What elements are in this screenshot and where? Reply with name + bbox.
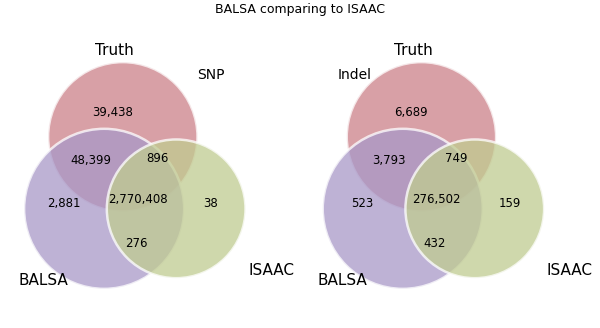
Text: ISAAC: ISAAC (547, 263, 593, 278)
Text: 6,689: 6,689 (394, 106, 428, 119)
Text: SNP: SNP (197, 69, 224, 82)
Text: 432: 432 (424, 237, 446, 250)
Text: 276,502: 276,502 (412, 193, 460, 206)
Text: 523: 523 (352, 197, 374, 210)
Circle shape (406, 139, 544, 278)
Circle shape (323, 129, 483, 289)
Text: 749: 749 (445, 152, 467, 165)
Text: 276: 276 (125, 237, 148, 250)
Text: 3,793: 3,793 (373, 154, 406, 167)
Text: 2,770,408: 2,770,408 (107, 193, 167, 206)
Text: 2,881: 2,881 (47, 197, 81, 210)
Text: 159: 159 (498, 197, 521, 210)
Circle shape (48, 62, 197, 212)
Text: 39,438: 39,438 (92, 106, 133, 119)
Text: Indel: Indel (338, 69, 372, 82)
Text: Truth: Truth (95, 43, 134, 58)
Text: ISAAC: ISAAC (248, 263, 294, 278)
Text: BALSA: BALSA (19, 273, 68, 288)
Text: 896: 896 (146, 152, 169, 165)
Text: 38: 38 (203, 197, 218, 210)
Text: Truth: Truth (394, 43, 433, 58)
Circle shape (347, 62, 496, 212)
Text: 48,399: 48,399 (70, 154, 112, 167)
Text: BALSA comparing to ISAAC: BALSA comparing to ISAAC (215, 3, 385, 16)
Circle shape (24, 129, 184, 289)
Circle shape (107, 139, 245, 278)
Text: BALSA: BALSA (317, 273, 367, 288)
